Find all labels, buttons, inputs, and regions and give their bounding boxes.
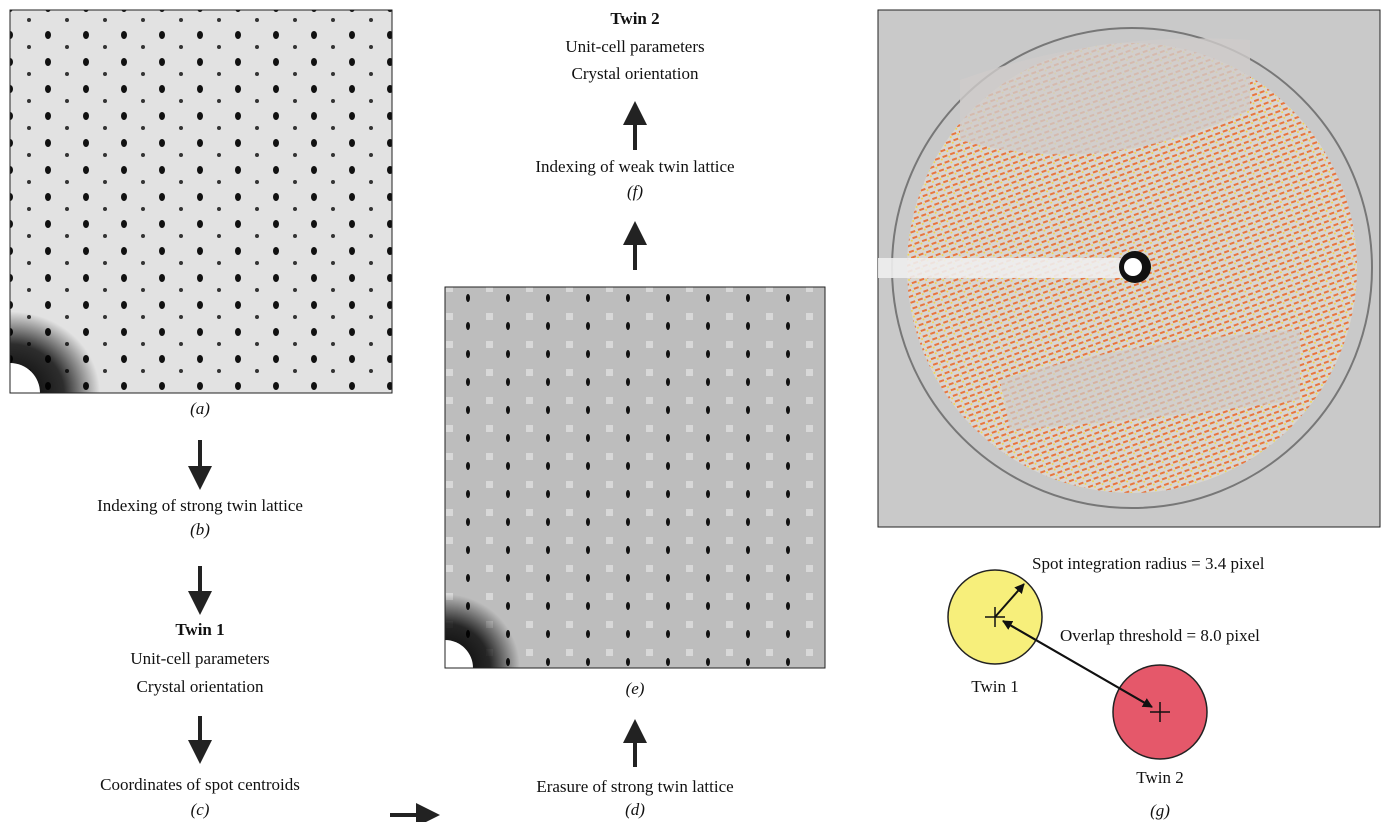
twin-line: Crystal orientation [571, 64, 699, 83]
step-text: Indexing of strong twin lattice [97, 496, 303, 515]
panel-label: (a) [190, 399, 210, 418]
twin-line: Unit-cell parameters [130, 649, 269, 668]
panel-a [0, 9, 393, 423]
step-label: (d) [625, 800, 645, 819]
twin-title: Twin 2 [610, 9, 659, 28]
diffraction-image [877, 9, 1381, 528]
overlap-arrow [1002, 620, 1153, 708]
panel-label: (g) [1150, 801, 1170, 820]
overlap-label: Overlap threshold = 8.0 pixel [1060, 626, 1260, 645]
step-label: (f) [627, 182, 643, 201]
twin-line: Unit-cell parameters [565, 37, 704, 56]
step-text: Indexing of weak twin lattice [535, 157, 734, 176]
step-text: Coordinates of spot centroids [100, 775, 300, 794]
twin-label: Twin 2 [1136, 768, 1183, 787]
twin-title: Twin 1 [175, 620, 224, 639]
panel-label: (e) [626, 679, 645, 698]
panel-e [417, 286, 826, 696]
twin-line: Crystal orientation [136, 677, 264, 696]
step-label: (c) [191, 800, 210, 819]
radius-arrow [994, 583, 1025, 618]
step-label: (b) [190, 520, 210, 539]
step-text: Erasure of strong twin lattice [536, 777, 733, 796]
twin-label: Twin 1 [971, 677, 1018, 696]
radius-label: Spot integration radius = 3.4 pixel [1032, 554, 1265, 573]
